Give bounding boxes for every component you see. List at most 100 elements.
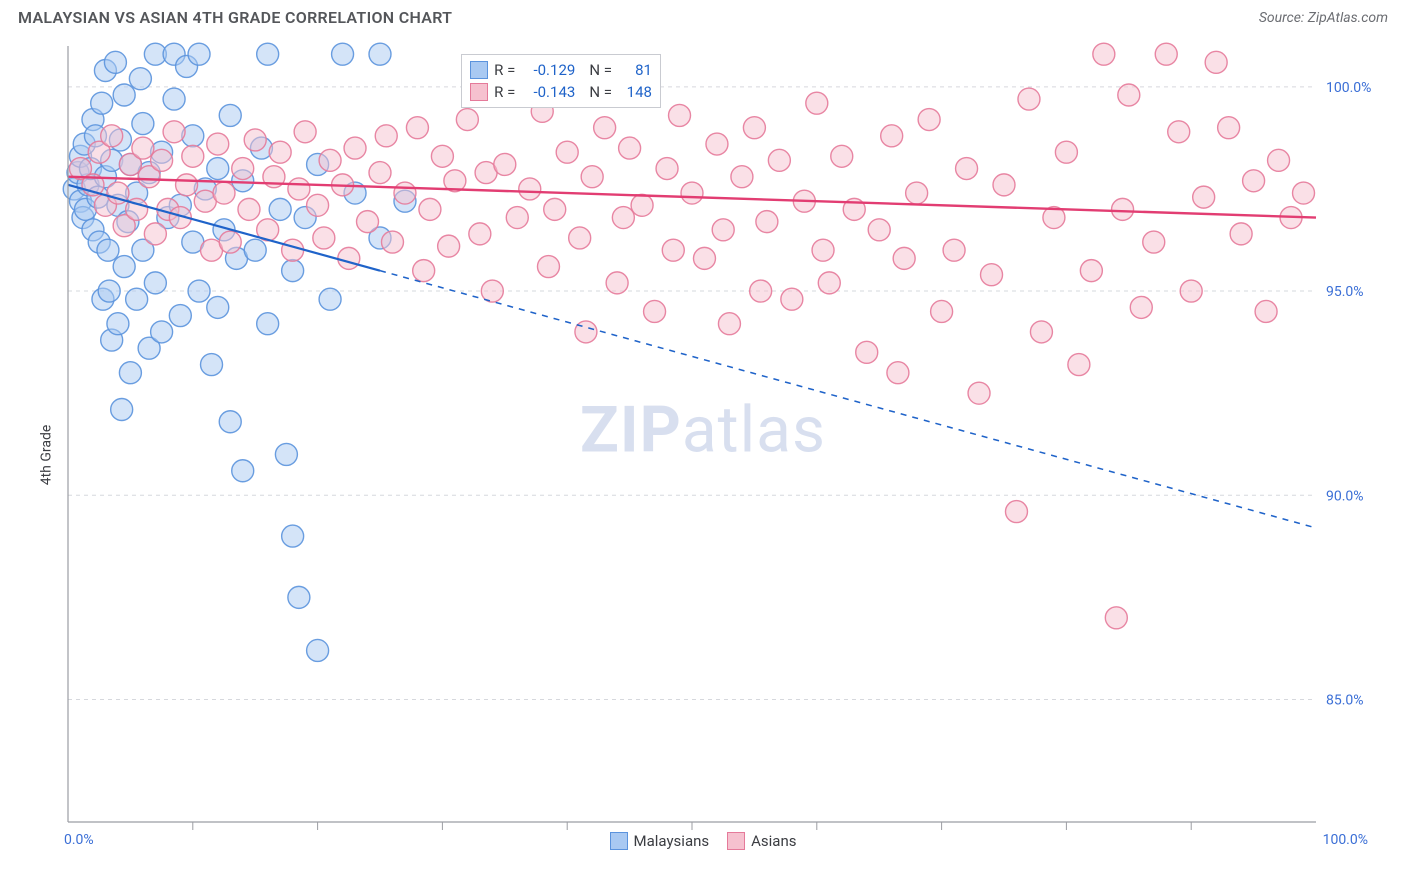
data-point xyxy=(319,288,341,310)
data-point xyxy=(1018,88,1040,110)
data-point xyxy=(887,362,909,384)
data-point xyxy=(1155,43,1177,65)
data-point xyxy=(1180,280,1202,302)
data-point xyxy=(381,231,403,253)
data-point xyxy=(669,104,691,126)
data-point xyxy=(282,239,304,261)
data-point xyxy=(201,354,223,376)
data-point xyxy=(743,117,765,139)
data-point xyxy=(98,280,120,302)
data-point xyxy=(656,158,678,180)
data-point xyxy=(369,162,391,184)
data-point xyxy=(1193,186,1215,208)
data-point xyxy=(1080,260,1102,282)
data-point xyxy=(244,239,266,261)
data-point xyxy=(406,117,428,139)
data-point xyxy=(469,223,491,245)
data-point xyxy=(151,149,173,171)
data-point xyxy=(97,239,119,261)
data-point xyxy=(575,321,597,343)
data-point xyxy=(856,341,878,363)
data-point xyxy=(606,272,628,294)
data-point xyxy=(313,227,335,249)
data-point xyxy=(113,84,135,106)
data-point xyxy=(182,145,204,167)
y-tick-label: 95.0% xyxy=(1326,284,1364,300)
stats-legend-row: R =-0.143N =148 xyxy=(470,81,652,103)
data-point xyxy=(213,182,235,204)
data-point xyxy=(413,260,435,282)
data-point xyxy=(107,313,129,335)
data-point xyxy=(144,223,166,245)
data-point xyxy=(750,280,772,302)
data-point xyxy=(176,174,198,196)
data-point xyxy=(544,198,566,220)
data-point xyxy=(594,117,616,139)
n-label: N = xyxy=(589,61,612,79)
r-value: -0.143 xyxy=(521,83,575,101)
data-point xyxy=(338,247,360,269)
data-point xyxy=(207,296,229,318)
data-point xyxy=(1243,170,1265,192)
data-point xyxy=(238,198,260,220)
data-point xyxy=(718,313,740,335)
data-point xyxy=(111,398,133,420)
data-point xyxy=(126,288,148,310)
data-point xyxy=(619,137,641,159)
data-point xyxy=(1218,117,1240,139)
data-point xyxy=(931,300,953,322)
data-point xyxy=(831,145,853,167)
data-point xyxy=(288,178,310,200)
data-point xyxy=(1143,231,1165,253)
data-point xyxy=(712,219,734,241)
stats-legend: R =-0.129N =81R =-0.143N =148 xyxy=(461,54,661,108)
data-point xyxy=(519,178,541,200)
x-axis-max-label: 100.0% xyxy=(1323,832,1368,848)
data-point xyxy=(918,109,940,131)
data-point xyxy=(269,141,291,163)
n-value: 148 xyxy=(618,83,652,101)
legend-label: Asians xyxy=(751,832,796,850)
data-point xyxy=(119,362,141,384)
data-point xyxy=(394,182,416,204)
data-point xyxy=(232,158,254,180)
r-value: -0.129 xyxy=(521,61,575,79)
data-point xyxy=(806,92,828,114)
data-point xyxy=(275,443,297,465)
data-point xyxy=(581,166,603,188)
r-label: R = xyxy=(494,83,515,101)
legend-swatch xyxy=(610,832,628,850)
data-point xyxy=(307,194,329,216)
data-point xyxy=(319,149,341,171)
data-point xyxy=(956,158,978,180)
data-point xyxy=(113,256,135,278)
data-point xyxy=(294,121,316,143)
y-tick-label: 90.0% xyxy=(1326,488,1364,504)
data-point xyxy=(163,88,185,110)
scatter-plot: 85.0%90.0%95.0%100.0% xyxy=(18,40,1388,870)
data-point xyxy=(375,125,397,147)
data-point xyxy=(1118,84,1140,106)
data-point xyxy=(537,256,559,278)
data-point xyxy=(756,211,778,233)
data-point xyxy=(906,182,928,204)
data-point xyxy=(169,305,191,327)
data-point xyxy=(219,411,241,433)
data-point xyxy=(344,137,366,159)
data-point xyxy=(1030,321,1052,343)
data-point xyxy=(968,382,990,404)
data-point xyxy=(893,247,915,269)
y-tick-label: 100.0% xyxy=(1326,80,1371,96)
data-point xyxy=(1112,198,1134,220)
n-value: 81 xyxy=(618,61,652,79)
data-point xyxy=(812,239,834,261)
data-point xyxy=(569,227,591,249)
data-point xyxy=(818,272,840,294)
data-point xyxy=(232,460,254,482)
data-point xyxy=(1293,182,1315,204)
data-point xyxy=(332,43,354,65)
data-point xyxy=(1268,149,1290,171)
data-point xyxy=(163,121,185,143)
data-point xyxy=(207,158,229,180)
legend-label: Malaysians xyxy=(634,832,710,850)
